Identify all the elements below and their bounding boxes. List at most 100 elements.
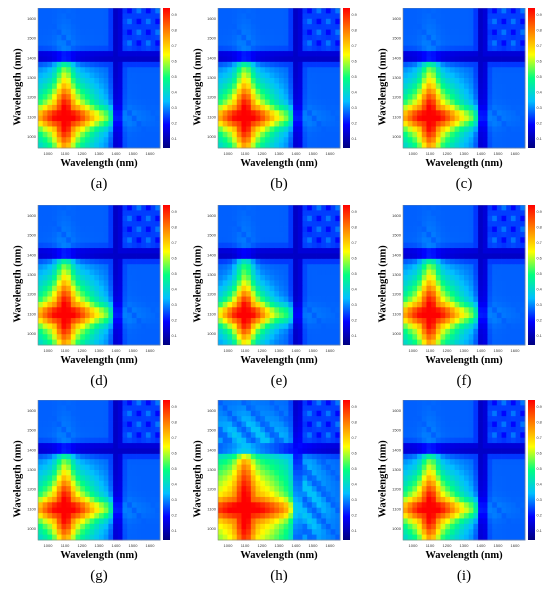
colorbar-tick-label: 0.3 (352, 106, 357, 110)
heatmap-cell (52, 72, 58, 79)
heatmap-cell (80, 318, 86, 324)
heatmap-cell (155, 518, 161, 525)
heatmap-cell (501, 258, 507, 265)
heatmap-cell (246, 131, 252, 138)
heatmap-cell (117, 334, 123, 341)
heatmap-cell (52, 426, 58, 433)
heatmap-cell (103, 205, 109, 211)
heatmap-cell (94, 416, 100, 422)
heatmap-cell (38, 29, 44, 36)
heatmap-cell (80, 437, 86, 444)
y-tick-label: 1600 (207, 16, 217, 21)
heatmap-cell (145, 307, 152, 314)
heatmap-cell (478, 328, 484, 335)
heatmap-cell (520, 291, 526, 297)
heatmap-cell (260, 131, 266, 138)
heatmap-cell (155, 475, 161, 482)
heatmap-cell (274, 215, 280, 222)
heatmap-cell (478, 215, 484, 222)
heatmap-cell (155, 486, 161, 492)
heatmap-cell (506, 88, 512, 95)
heatmap-cell (131, 529, 137, 536)
heatmap-cell (510, 110, 517, 117)
heatmap-cell (99, 226, 105, 233)
colorbar-tick-label: 0.9 (537, 210, 542, 214)
heatmap-cell (241, 291, 247, 297)
heatmap-cell (288, 339, 294, 346)
heatmap-cell (459, 94, 465, 100)
heatmap-cell (103, 51, 109, 57)
heatmap-cell (445, 61, 451, 68)
heatmap-cell (89, 496, 95, 503)
heatmap-cell (487, 318, 493, 324)
heatmap-cell (61, 513, 67, 519)
heatmap-cell (515, 94, 521, 100)
heatmap-cell (89, 421, 95, 428)
heatmap-cell (232, 248, 238, 254)
heatmap-cell (113, 470, 119, 476)
heatmap-cell (61, 280, 67, 287)
heatmap-cell (330, 67, 336, 74)
heatmap-cell (42, 507, 48, 514)
heatmap-cell (250, 318, 256, 324)
heatmap-cell (459, 334, 465, 341)
heatmap-cell (321, 285, 327, 292)
heatmap-cell (250, 24, 256, 30)
heatmap-cell (468, 115, 474, 122)
heatmap-cell (325, 24, 332, 30)
heatmap-cell (288, 99, 294, 106)
heatmap-cell (307, 78, 313, 84)
heatmap-cell (421, 264, 427, 271)
heatmap-cell (435, 13, 441, 20)
heatmap-cell (141, 518, 147, 525)
heatmap-cell (94, 334, 100, 341)
colorbar-tick-label: 0.6 (352, 257, 357, 261)
heatmap-cell (431, 269, 437, 276)
heatmap-cell (218, 142, 224, 149)
heatmap-cell (218, 221, 224, 227)
heatmap-cell (42, 248, 48, 254)
heatmap-cell (335, 323, 341, 330)
heatmap-cell (117, 56, 123, 63)
heatmap-cell (103, 8, 109, 14)
heatmap-cell (445, 258, 451, 265)
heatmap-cell (478, 275, 484, 281)
heatmap-cell (84, 121, 91, 127)
heatmap-cell (94, 410, 100, 417)
heatmap-cell (56, 405, 62, 412)
heatmap-cell (440, 8, 446, 14)
heatmap-cell (330, 94, 336, 100)
heatmap-cell (520, 334, 526, 341)
heatmap-cell (482, 34, 488, 41)
heatmap-cell (155, 83, 161, 90)
heatmap-cell (421, 29, 427, 36)
heatmap-cell (307, 29, 313, 36)
heatmap-cell (459, 115, 465, 122)
heatmap-cell (440, 291, 446, 297)
heatmap-cell (307, 264, 313, 271)
heatmap-cell (52, 61, 58, 68)
heatmap-cell (150, 72, 156, 79)
heatmap-cell (108, 296, 114, 303)
heatmap-cell (141, 221, 147, 227)
heatmap-cell (103, 115, 109, 122)
heatmap-cell (255, 142, 261, 149)
heatmap-cell (103, 226, 109, 233)
heatmap-cell (473, 137, 479, 144)
x-tick-label: 1600 (326, 348, 336, 353)
heatmap-cell (421, 34, 427, 41)
heatmap-cell (335, 210, 341, 217)
heatmap-cell (141, 470, 147, 476)
heatmap-cell (232, 29, 238, 36)
heatmap-cell (218, 61, 224, 68)
heatmap-cell (279, 61, 285, 68)
heatmap-cell (236, 126, 242, 133)
heatmap-cell (52, 491, 58, 498)
heatmap-cell (136, 83, 142, 90)
heatmap-cell (136, 131, 142, 138)
y-tick-label: 1600 (207, 213, 217, 218)
heatmap-cell (325, 328, 332, 335)
heatmap-cell (279, 334, 285, 341)
heatmap-cell (403, 226, 409, 233)
heatmap-cell (302, 334, 308, 341)
